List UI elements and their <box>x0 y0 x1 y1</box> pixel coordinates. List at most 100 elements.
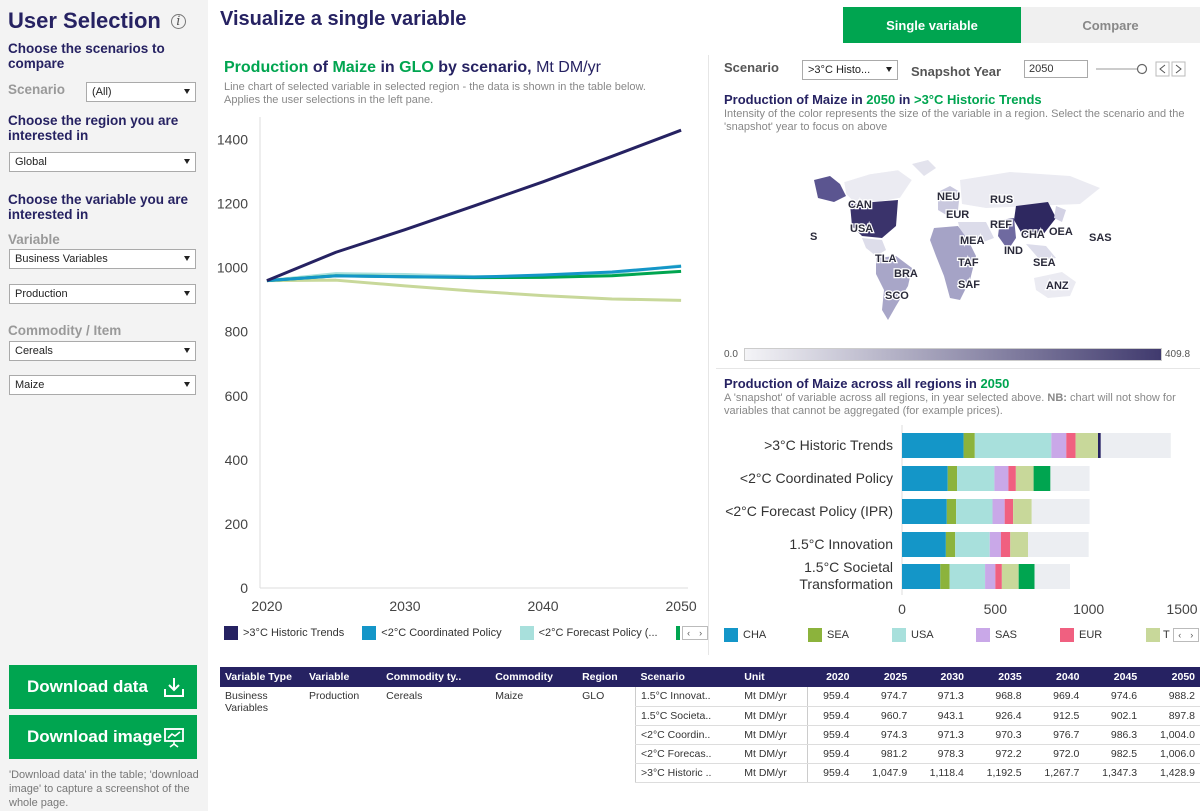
bar-segment[interactable] <box>1000 532 1011 557</box>
map-region-greenland <box>912 160 936 176</box>
download-data-button[interactable]: Download data <box>9 665 197 709</box>
bar-segment[interactable] <box>1066 433 1076 458</box>
col-header[interactable]: Unit <box>739 667 808 687</box>
year-prev-button[interactable] <box>1155 61 1170 77</box>
bar-segment[interactable] <box>1075 433 1098 458</box>
legend-swatch <box>224 626 238 640</box>
col-header[interactable]: Variable <box>304 667 382 687</box>
series-line[interactable] <box>266 264 682 283</box>
bar-segment[interactable] <box>1034 564 1070 589</box>
bar-segment[interactable] <box>902 466 948 491</box>
bar-segment[interactable] <box>902 564 941 589</box>
bar-segment[interactable] <box>1100 433 1171 458</box>
legend-item[interactable]: USA <box>892 628 934 642</box>
bar-segment[interactable] <box>1028 532 1089 557</box>
col-header[interactable]: 2025 <box>854 667 913 687</box>
legend-item[interactable]: <2°C Coordinated Policy <box>362 626 502 640</box>
legend-item[interactable]: CHA <box>724 628 766 642</box>
col-header[interactable]: Scenario <box>635 667 740 687</box>
bar-segment[interactable] <box>989 532 1001 557</box>
legend-scroller[interactable]: ‹ › <box>1172 628 1199 642</box>
table-row[interactable]: <2°C Forecas.. Mt DM/yr 959.4 981.2 978.3 972… <box>220 744 1200 764</box>
legend-item[interactable]: SEA <box>808 628 849 642</box>
bar-segment[interactable] <box>1010 532 1028 557</box>
region-dropdown[interactable]: Global <box>9 152 196 172</box>
map-region-label: CAN <box>848 199 872 211</box>
item-dropdown[interactable]: Maize <box>9 375 196 395</box>
bar-segment[interactable] <box>1051 433 1067 458</box>
col-header[interactable]: Commodity ty.. <box>381 667 491 687</box>
col-header[interactable]: Commodity <box>490 667 578 687</box>
bar-segment[interactable] <box>1015 466 1034 491</box>
bar-segment[interactable] <box>956 499 993 524</box>
year-slider[interactable] <box>1094 61 1200 77</box>
table-row[interactable]: >3°C Historic .. Mt DM/yr 959.4 1,047.9 1,11… <box>220 763 1200 783</box>
bar-segment[interactable] <box>992 499 1005 524</box>
bar-segment[interactable] <box>940 564 950 589</box>
chevron-left-icon[interactable]: ‹ <box>687 628 691 638</box>
table-cell: 1,047.9 <box>854 763 913 783</box>
bar-segment[interactable] <box>945 532 956 557</box>
download-image-button[interactable]: Download image <box>9 715 197 759</box>
col-header[interactable]: 2045 <box>1084 667 1143 687</box>
world-map[interactable]: CAN USA S NEU EUR RUS REF MEA IND CHA OEA SAS TLA BRA… <box>800 140 1130 325</box>
col-header[interactable]: 2020 <box>807 667 855 687</box>
snapshot-year-input[interactable]: 2050 <box>1024 60 1088 78</box>
bar-segment[interactable] <box>902 499 947 524</box>
table-cell: 943.1 <box>912 706 969 726</box>
bar-segment[interactable] <box>902 532 946 557</box>
table-cell: 912.5 <box>1026 706 1085 726</box>
col-header[interactable]: 2030 <box>912 667 969 687</box>
bar-segment[interactable] <box>985 564 996 589</box>
legend-scroller[interactable]: ‹ › <box>681 626 708 640</box>
map-scenario-dropdown[interactable]: >3°C Histo... <box>802 60 898 80</box>
bar-segment[interactable] <box>1098 433 1101 458</box>
legend-item[interactable]: T ‹ › <box>1146 628 1199 642</box>
chevron-left-icon[interactable]: ‹ <box>1178 630 1182 640</box>
chevron-right-icon[interactable]: › <box>699 628 703 638</box>
bar-segment[interactable] <box>946 499 957 524</box>
info-icon[interactable]: i <box>170 13 186 29</box>
bar-segment[interactable] <box>949 564 986 589</box>
bar-segment[interactable] <box>1033 466 1051 491</box>
col-header[interactable]: 2040 <box>1026 667 1085 687</box>
bar-segment[interactable] <box>1013 499 1032 524</box>
series-line[interactable] <box>266 278 682 302</box>
commodity-dropdown[interactable]: Cereals <box>9 341 196 361</box>
variable-dropdown[interactable]: Production <box>9 284 196 304</box>
bar-segment[interactable] <box>947 466 958 491</box>
slider-handle[interactable] <box>1136 63 1148 75</box>
col-header[interactable]: 2050 <box>1142 667 1200 687</box>
col-header[interactable]: 2035 <box>968 667 1027 687</box>
legend-item[interactable]: SAS <box>976 628 1017 642</box>
bar-segment[interactable] <box>1050 466 1090 491</box>
bar-segment[interactable] <box>994 466 1009 491</box>
bar-segment[interactable] <box>1001 564 1019 589</box>
line-chart-legend: >3°C Historic Trends <2°C Coordinated Po… <box>224 626 708 640</box>
series-line[interactable] <box>266 128 682 282</box>
legend-item[interactable]: >3°C Historic Trends <box>224 626 344 640</box>
col-header[interactable]: Region <box>577 667 636 687</box>
bar-segment[interactable] <box>1004 499 1014 524</box>
bar-segment[interactable] <box>1018 564 1035 589</box>
tab-compare[interactable]: Compare <box>1021 7 1200 43</box>
bar-segment[interactable] <box>955 532 990 557</box>
table-row[interactable]: 1.5°C Societa.. Mt DM/yr 959.4 960.7 943.1 92… <box>220 706 1200 726</box>
bar-segment[interactable] <box>995 564 1002 589</box>
scenario-dropdown[interactable]: (All) <box>86 82 196 102</box>
bar-segment[interactable] <box>957 466 995 491</box>
tab-single-variable[interactable]: Single variable <box>843 7 1021 43</box>
bar-segment[interactable] <box>902 433 964 458</box>
legend-item[interactable]: EUR <box>1060 628 1102 642</box>
bar-segment[interactable] <box>1031 499 1090 524</box>
chevron-right-icon[interactable]: › <box>1190 630 1194 640</box>
legend-item[interactable]: <2°C Forecast Policy (... <box>519 626 658 640</box>
table-row[interactable]: Business Variables Production Cereals Maize… <box>220 687 1200 714</box>
year-next-button[interactable] <box>1171 61 1186 77</box>
variable-type-dropdown[interactable]: Business Variables <box>9 249 196 269</box>
table-row[interactable]: <2°C Coordin.. Mt DM/yr 959.4 974.3 971.3 970… <box>220 725 1200 745</box>
bar-segment[interactable] <box>974 433 1052 458</box>
bar-segment[interactable] <box>963 433 975 458</box>
bar-segment[interactable] <box>1008 466 1016 491</box>
col-header[interactable]: Variable Type <box>220 667 304 687</box>
